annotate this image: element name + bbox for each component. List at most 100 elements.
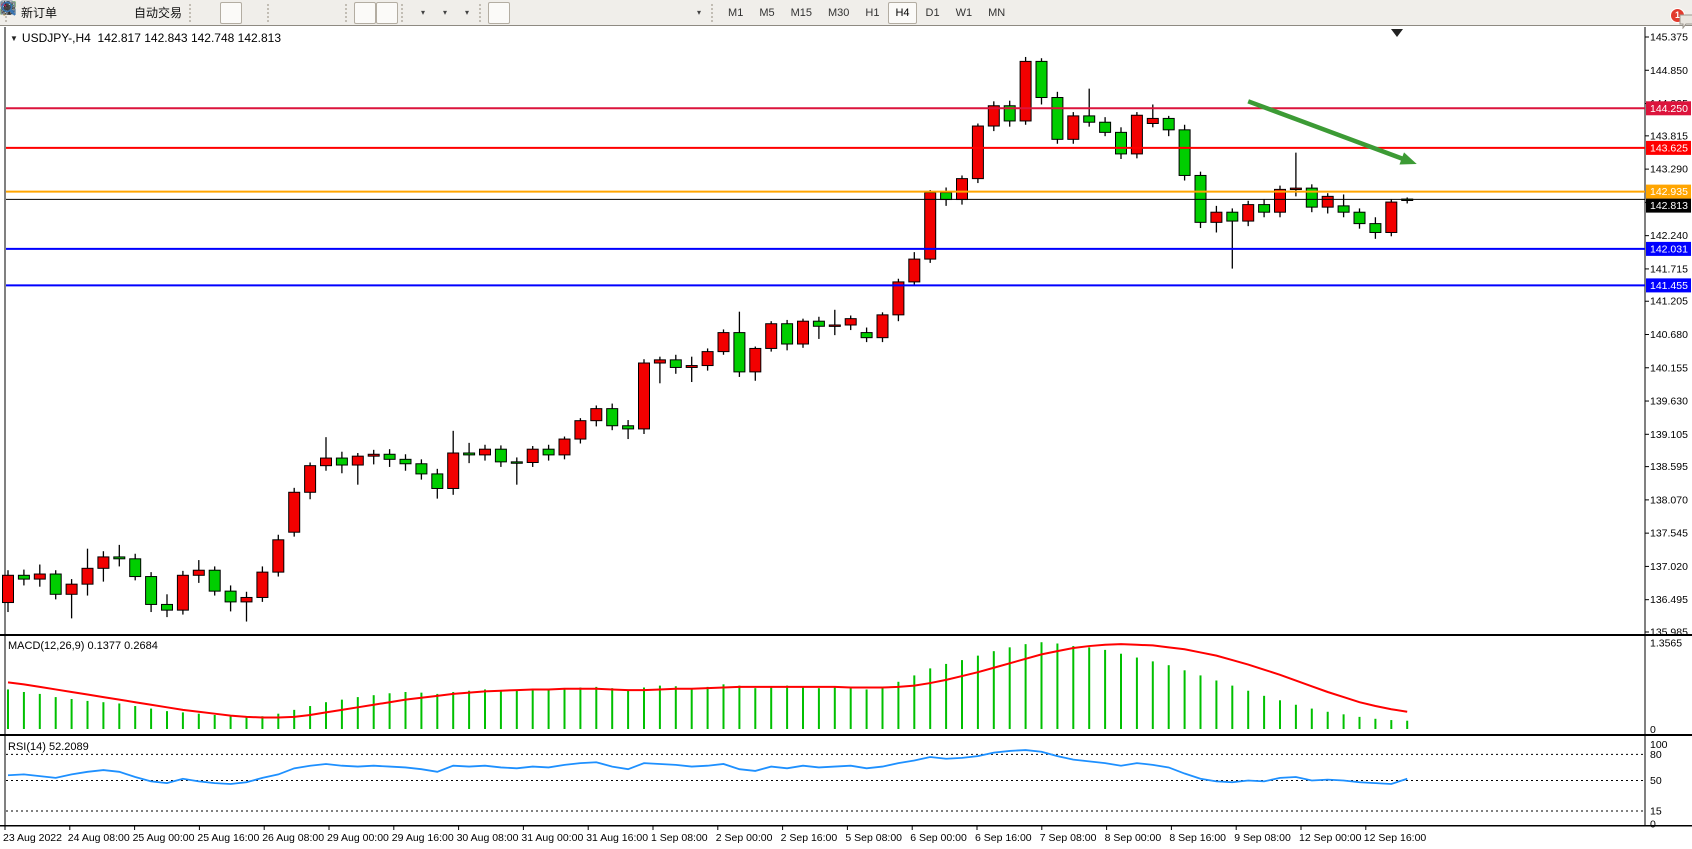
svg-text:142.031: 142.031: [1650, 243, 1688, 255]
macd-indicator-label: MACD(12,26,9) 0.1377 0.2684: [8, 640, 158, 652]
svg-text:141.715: 141.715: [1650, 263, 1688, 275]
macd-values: 0.1377 0.2684: [87, 640, 158, 652]
svg-text:80: 80: [1650, 749, 1662, 761]
chart-shift-button[interactable]: [1, 1, 399, 24]
community-button[interactable]: [1, 1, 105, 24]
candlestick-button[interactable]: [5, 1, 243, 24]
svg-text:140.155: 140.155: [1650, 362, 1688, 374]
svg-text:8 Sep 00:00: 8 Sep 00:00: [1105, 832, 1162, 844]
toolbar-grip: [189, 3, 194, 22]
crosshair-button[interactable]: [1, 1, 532, 24]
svg-text:143.290: 143.290: [1650, 164, 1688, 176]
svg-text:50: 50: [1650, 775, 1662, 787]
svg-text:138.595: 138.595: [1650, 461, 1688, 473]
timeframe-M1[interactable]: M1: [728, 6, 744, 19]
timeframe-D1[interactable]: D1: [925, 6, 940, 19]
timeframe-buttons: M1 M5 M15 M30 H1 H4 D1 W1 MN: [720, 1, 1013, 24]
svg-text:138.070: 138.070: [1650, 494, 1688, 506]
svg-text:137.020: 137.020: [1650, 561, 1688, 573]
auto-trading-label: 自动交易: [134, 6, 183, 20]
svg-text:142.935: 142.935: [1650, 186, 1688, 198]
svg-text:145.375: 145.375: [1650, 32, 1688, 44]
svg-text:0: 0: [1650, 819, 1656, 831]
svg-text:140.680: 140.680: [1650, 329, 1688, 341]
timeframe-W1[interactable]: W1: [955, 6, 973, 19]
timeframe-MN[interactable]: MN: [988, 6, 1006, 19]
trendline-button[interactable]: [1, 2, 598, 24]
svg-text:142.240: 142.240: [1650, 230, 1688, 242]
signals-button[interactable]: [2, 2, 127, 24]
line-chart-button[interactable]: [0, 2, 264, 24]
svg-text:144.250: 144.250: [1650, 103, 1688, 115]
svg-text:8 Sep 16:00: 8 Sep 16:00: [1169, 832, 1226, 844]
timeframe-H1[interactable]: H1: [865, 6, 880, 19]
svg-text:136.495: 136.495: [1650, 594, 1688, 606]
svg-text:30 Aug 08:00: 30 Aug 08:00: [457, 832, 519, 844]
chart-symbol-period: USDJPY-,H4: [21, 31, 91, 45]
zoom-in-button[interactable]: [2, 1, 298, 24]
svg-text:31 Aug 16:00: 31 Aug 16:00: [586, 832, 648, 844]
svg-text:5 Sep 08:00: 5 Sep 08:00: [845, 832, 902, 844]
svg-text:6 Sep 00:00: 6 Sep 00:00: [910, 832, 967, 844]
text-label-button[interactable]: T: [1, 2, 686, 24]
svg-text:0: 0: [1650, 724, 1656, 736]
timeframe-M15[interactable]: M15: [790, 6, 812, 19]
equidistant-channel-button[interactable]: E: [0, 1, 620, 24]
indicators-button[interactable]: ▾: [1, 0, 432, 24]
timeframe-H4[interactable]: H4: [888, 1, 917, 24]
rsi-value: 52.2089: [48, 741, 89, 753]
new-order-label: 新订单: [21, 6, 58, 20]
bar-chart-button[interactable]: [1, 2, 220, 24]
svg-text:29 Aug 16:00: 29 Aug 16:00: [392, 832, 454, 844]
chart-title: ▼ USDJPY-,H4 142.817 142.843 142.748 142.…: [10, 31, 281, 45]
svg-text:12 Sep 16:00: 12 Sep 16:00: [1364, 832, 1427, 844]
tile-windows-button[interactable]: [0, 1, 342, 24]
zoom-out-button[interactable]: [2, 1, 320, 24]
svg-text:100: 100: [1650, 739, 1668, 751]
new-order-button[interactable]: 新订单: [1, 0, 61, 24]
svg-text:6 Sep 16:00: 6 Sep 16:00: [975, 832, 1032, 844]
auto-trading-button[interactable]: 自动交易: [1, 1, 186, 24]
svg-text:12 Sep 00:00: 12 Sep 00:00: [1299, 832, 1362, 844]
svg-text:139.630: 139.630: [1650, 396, 1688, 408]
svg-text:141.205: 141.205: [1650, 296, 1688, 308]
svg-text:142.813: 142.813: [1650, 200, 1688, 212]
templates-button[interactable]: ▾: [1, 2, 476, 24]
vertical-line-button[interactable]: [7, 2, 554, 24]
metaeditor-button[interactable]: [0, 1, 83, 24]
toolbar-grip: [345, 3, 350, 22]
horizontal-line-button[interactable]: [2, 2, 576, 24]
dropdown-caret-icon: ▾: [697, 8, 702, 17]
fibonacci-button[interactable]: F: [2, 2, 642, 24]
text-button[interactable]: A: [3, 1, 664, 24]
toolbar-grip: [401, 3, 406, 22]
svg-text:2 Sep 16:00: 2 Sep 16:00: [781, 832, 838, 844]
svg-text:24 Aug 08:00: 24 Aug 08:00: [68, 832, 130, 844]
svg-text:31 Aug 00:00: 31 Aug 00:00: [521, 832, 583, 844]
chart-ohlc-values: 142.817 142.843 142.748 142.813: [97, 31, 282, 45]
svg-text:143.815: 143.815: [1650, 130, 1688, 142]
rsi-indicator-label: RSI(14) 52.2089: [8, 741, 89, 753]
timeframe-M5[interactable]: M5: [759, 6, 775, 19]
svg-text:A: A: [3, 1, 11, 15]
svg-text:26 Aug 08:00: 26 Aug 08:00: [262, 832, 324, 844]
timeframe-M30[interactable]: M30: [828, 6, 850, 19]
auto-scroll-button[interactable]: [1, 1, 377, 24]
svg-text:137.545: 137.545: [1650, 528, 1688, 540]
cursor-button[interactable]: [4, 1, 511, 24]
svg-text:29 Aug 00:00: 29 Aug 00:00: [327, 832, 389, 844]
svg-text:23 Aug 2022: 23 Aug 2022: [3, 832, 62, 844]
svg-text:15: 15: [1650, 805, 1662, 817]
toolbar-grip: [711, 3, 716, 22]
arrows-button[interactable]: ▾: [0, 2, 708, 24]
dropdown-caret-icon: ▾: [421, 8, 426, 17]
periods-button[interactable]: ▾: [1, 1, 454, 24]
svg-text:143.625: 143.625: [1650, 142, 1688, 154]
collapse-triangle-icon[interactable]: ▼: [10, 34, 18, 43]
svg-text:2 Sep 00:00: 2 Sep 00:00: [716, 832, 773, 844]
toolbar-grip: [479, 3, 484, 22]
svg-text:T: T: [6, 4, 12, 14]
svg-text:9 Sep 08:00: 9 Sep 08:00: [1234, 832, 1291, 844]
toolbar-grip: [267, 3, 272, 22]
